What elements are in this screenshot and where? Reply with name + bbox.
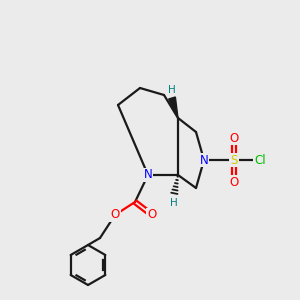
- Text: O: O: [230, 176, 238, 188]
- Text: S: S: [230, 154, 238, 166]
- Text: N: N: [200, 154, 208, 166]
- Text: H: H: [170, 198, 178, 208]
- Text: O: O: [230, 131, 238, 145]
- Text: Cl: Cl: [254, 154, 266, 166]
- Text: H: H: [168, 85, 176, 95]
- Text: N: N: [144, 169, 152, 182]
- Polygon shape: [169, 97, 178, 118]
- Text: O: O: [147, 208, 157, 221]
- Text: O: O: [110, 208, 120, 221]
